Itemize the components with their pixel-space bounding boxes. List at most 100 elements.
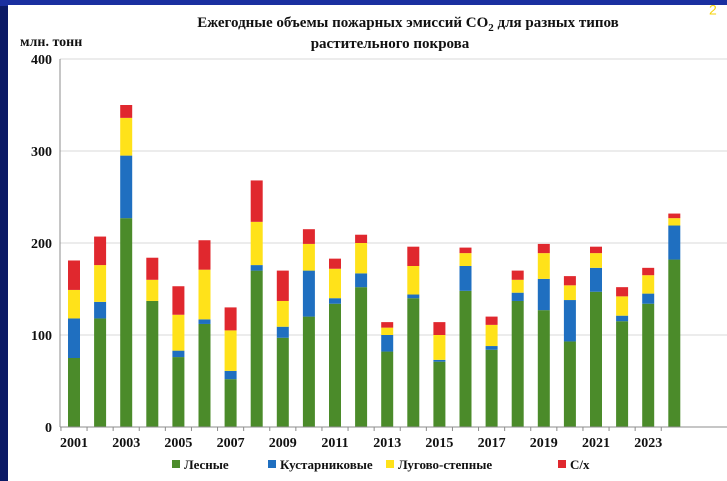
bar-segment	[407, 298, 420, 427]
bar-segment	[616, 321, 629, 427]
bar-segment	[250, 180, 263, 222]
bar-segment	[68, 289, 80, 319]
bar-stack-2005	[172, 286, 185, 427]
bar-segment	[302, 316, 315, 427]
y-axis-label: млн. тонн	[20, 35, 82, 50]
bar-segment	[642, 293, 655, 304]
bar-segment	[511, 279, 524, 293]
bar-stack-2012	[355, 234, 368, 427]
legend-swatch	[268, 460, 276, 468]
x-tick-label: 2019	[530, 436, 558, 451]
bar-segment	[459, 247, 472, 254]
bar-segment	[381, 327, 394, 335]
bar-stack-2016	[459, 247, 472, 427]
bar-segment	[172, 286, 185, 315]
bar-segment	[642, 267, 655, 276]
bar-segment	[224, 370, 237, 380]
bar-segment	[120, 155, 133, 219]
bar-segment	[198, 323, 211, 427]
bar-segment	[668, 225, 681, 260]
bar-segment	[120, 105, 133, 118]
bar-segment	[459, 290, 472, 427]
legend-swatch	[386, 460, 394, 468]
bar-segment	[172, 350, 185, 358]
bar-segment	[94, 318, 107, 427]
bar-segment	[616, 315, 629, 322]
bar-segment	[537, 243, 550, 254]
y-tick-label: 100	[31, 329, 52, 344]
bar-segment	[94, 301, 107, 319]
bar-segment	[94, 265, 107, 302]
bar-segment	[120, 117, 133, 156]
bar-segment	[198, 319, 211, 324]
bar-segment	[590, 291, 602, 427]
bar-segment	[537, 310, 550, 427]
legend-swatch	[172, 460, 180, 468]
bar-segment	[146, 257, 159, 280]
bar-segment	[276, 270, 289, 301]
bar-segment	[120, 218, 133, 427]
bar-segment	[616, 296, 629, 316]
slide-top-bar	[0, 0, 727, 6]
bar-segment	[172, 357, 185, 427]
bar-segment	[224, 307, 237, 331]
legend-label: Кустарниковые	[280, 457, 373, 472]
bar-stack-2001	[68, 260, 80, 427]
bar-segment	[433, 361, 446, 427]
bar-segment	[459, 253, 472, 266]
x-tick-label: 2007	[217, 436, 245, 451]
bar-segment	[224, 330, 237, 371]
bar-segment	[590, 246, 602, 254]
legend-label: Лугово-степные	[398, 457, 492, 472]
x-tick-label: 2023	[634, 436, 662, 451]
bar-segment	[381, 322, 394, 328]
x-tick-label: 2015	[425, 436, 453, 451]
bar-segment	[433, 335, 446, 360]
y-tick-label: 200	[31, 237, 52, 252]
bars	[68, 105, 681, 427]
x-tick-labels: 2001 2003 2005 2007 2009 2011 2013 2015 2017 2019…	[60, 436, 662, 451]
legend: Лесные Кустарниковые Лугово-степные С/х	[172, 457, 590, 472]
bar-segment	[146, 279, 159, 301]
y-tick-labels: 0 100 200 300 400	[31, 53, 52, 436]
bar-stack-2006	[198, 240, 211, 427]
bar-stack-2017	[485, 316, 498, 427]
x-tick-label: 2005	[164, 436, 192, 451]
legend-label: Лесные	[184, 457, 229, 472]
bar-stack-2010	[302, 229, 315, 427]
bar-segment	[329, 303, 341, 427]
bar-stack-2024	[668, 213, 681, 427]
bar-stack-2003	[120, 105, 133, 427]
bar-segment	[381, 351, 394, 427]
bar-segment	[250, 270, 263, 427]
bar-segment	[668, 218, 681, 226]
bar-stack-2007	[224, 307, 237, 427]
legend-label: С/х	[570, 457, 590, 472]
bar-segment	[276, 300, 289, 327]
bar-segment	[563, 285, 576, 301]
bar-segment	[68, 358, 80, 427]
bar-segment	[381, 335, 394, 352]
bar-segment	[642, 303, 655, 427]
bar-segment	[68, 260, 80, 290]
bar-segment	[302, 270, 315, 317]
x-tick-label: 2009	[269, 436, 297, 451]
bar-segment	[511, 300, 524, 427]
bar-segment	[485, 346, 498, 350]
bar-stack-2019	[537, 243, 550, 427]
bar-segment	[355, 234, 368, 243]
bar-stack-2014	[407, 246, 420, 427]
bar-stack-2020	[563, 276, 576, 427]
bar-segment	[68, 318, 80, 358]
bar-stack-2008	[250, 180, 263, 427]
bar-segment	[250, 221, 263, 266]
bar-segment	[224, 379, 237, 427]
grid-lines	[60, 58, 727, 336]
bar-segment	[276, 337, 289, 427]
bar-segment	[250, 265, 263, 271]
y-tick-label: 300	[31, 145, 52, 160]
bar-segment	[563, 341, 576, 427]
bar-segment	[590, 253, 602, 268]
chart-title-line2: растительного покрова	[311, 36, 470, 52]
